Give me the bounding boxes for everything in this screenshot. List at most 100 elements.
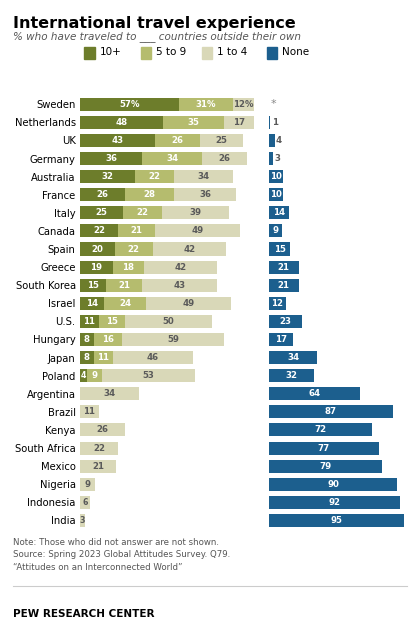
Bar (202, 152, 247, 165)
Bar (80, 279, 106, 292)
Text: 22: 22 (149, 172, 160, 181)
Text: 31%: 31% (196, 100, 216, 109)
Bar (80, 442, 118, 455)
Bar (80, 152, 142, 165)
Text: 14: 14 (86, 299, 98, 308)
Text: 42: 42 (184, 245, 195, 254)
Bar (162, 206, 229, 220)
Bar (269, 424, 372, 437)
Bar (115, 243, 153, 256)
Bar (94, 333, 121, 346)
Bar (80, 424, 125, 437)
Bar (94, 351, 113, 364)
Bar (269, 279, 299, 292)
Text: 25: 25 (96, 208, 108, 217)
Text: 10+: 10+ (100, 47, 121, 57)
Bar (80, 514, 85, 527)
Text: 34: 34 (197, 172, 210, 181)
Text: 18: 18 (123, 263, 134, 272)
Bar (142, 279, 217, 292)
Text: 32: 32 (286, 371, 298, 380)
Text: 21: 21 (118, 281, 130, 290)
Text: 87: 87 (325, 408, 337, 417)
Text: 24: 24 (119, 299, 131, 308)
Text: 32: 32 (102, 172, 114, 181)
Bar (80, 351, 94, 364)
Text: 21: 21 (130, 227, 142, 236)
Bar (269, 442, 379, 455)
Bar (269, 351, 318, 364)
Text: 42: 42 (175, 263, 187, 272)
Text: 1 to 4: 1 to 4 (217, 47, 247, 57)
Bar (80, 116, 163, 129)
Text: 6: 6 (82, 498, 88, 507)
Bar (80, 98, 179, 111)
Bar (269, 188, 283, 201)
Text: 11: 11 (84, 408, 95, 417)
Text: % who have traveled to ___ countries outside their own: % who have traveled to ___ countries out… (13, 31, 301, 42)
Bar (269, 206, 289, 220)
Text: 15: 15 (87, 281, 99, 290)
Text: 10: 10 (270, 190, 282, 199)
Bar (144, 261, 217, 274)
Bar (174, 170, 233, 183)
Bar (80, 261, 113, 274)
Text: 26: 26 (97, 190, 108, 199)
Bar (136, 170, 174, 183)
Bar (121, 333, 224, 346)
Text: 1: 1 (272, 118, 278, 127)
Bar (123, 206, 162, 220)
Bar (269, 116, 270, 129)
Text: 10: 10 (270, 172, 282, 181)
Bar (125, 315, 212, 328)
Text: 15: 15 (106, 317, 118, 326)
Bar (102, 369, 194, 382)
Text: 34: 34 (287, 353, 299, 362)
Bar (269, 496, 400, 509)
Text: 49: 49 (191, 227, 203, 236)
Bar (104, 297, 146, 310)
Text: 11: 11 (84, 317, 95, 326)
Text: 64: 64 (308, 389, 320, 398)
Bar (80, 460, 116, 473)
Text: 26: 26 (97, 426, 108, 435)
Text: 36: 36 (105, 154, 117, 163)
Text: 22: 22 (93, 227, 105, 236)
Text: 23: 23 (279, 317, 291, 326)
Text: 79: 79 (319, 462, 331, 471)
Text: 26: 26 (171, 136, 183, 145)
Bar (269, 387, 360, 401)
Text: 92: 92 (328, 498, 341, 507)
Text: International travel experience: International travel experience (13, 16, 295, 31)
Text: 17: 17 (233, 118, 245, 127)
Bar (269, 170, 283, 183)
Bar (80, 170, 136, 183)
Text: 9: 9 (85, 480, 91, 489)
Bar (80, 333, 94, 346)
Text: 4: 4 (276, 136, 282, 145)
Text: 43: 43 (174, 281, 186, 290)
Text: 16: 16 (102, 335, 114, 344)
Text: 12: 12 (271, 299, 284, 308)
Text: 20: 20 (91, 245, 103, 254)
Bar (269, 243, 290, 256)
Bar (113, 261, 144, 274)
Bar (269, 134, 275, 147)
Text: 43: 43 (111, 136, 123, 145)
Text: 35: 35 (188, 118, 200, 127)
Bar (118, 224, 155, 238)
Bar (80, 206, 123, 220)
Bar (80, 405, 99, 419)
Bar (80, 243, 115, 256)
Text: 9: 9 (272, 227, 278, 236)
Text: 22: 22 (128, 245, 140, 254)
Bar (269, 152, 273, 165)
Bar (80, 297, 104, 310)
Bar (269, 297, 286, 310)
Text: 12%: 12% (233, 100, 254, 109)
Bar (155, 224, 240, 238)
Bar (99, 315, 125, 328)
Text: 14: 14 (273, 208, 285, 217)
Bar (269, 315, 302, 328)
Text: PEW RESEARCH CENTER: PEW RESEARCH CENTER (13, 609, 154, 619)
